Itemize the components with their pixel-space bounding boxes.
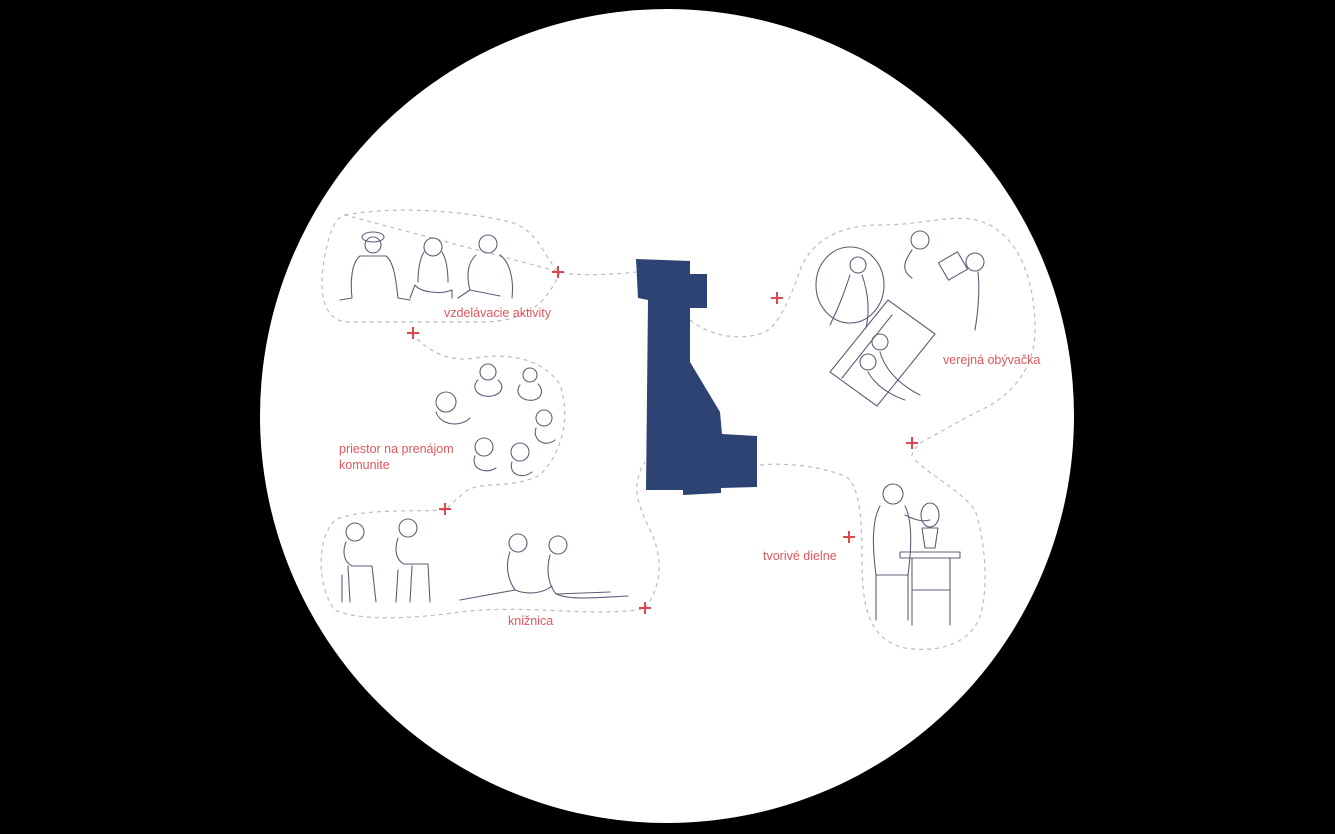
- zone-label-workshops: tvorivé dielne: [763, 549, 837, 563]
- plus-icon: [439, 503, 451, 515]
- zone-boundaries: [320, 209, 1036, 650]
- zone-boundary-living-room: [689, 217, 1036, 461]
- plus-icon: [552, 266, 564, 278]
- plus-markers: [407, 266, 918, 614]
- plus-icon: [906, 437, 918, 449]
- plus-icon: [407, 327, 419, 339]
- zone-label-library: knižnica: [508, 614, 554, 628]
- zone-label-rental-line1: priestor na prenájom: [339, 442, 454, 456]
- zone-boundary-library: [320, 461, 660, 619]
- plus-icon: [771, 292, 783, 304]
- zone-boundary-educational: [321, 209, 637, 323]
- building-footprint: [636, 259, 757, 495]
- people-sketch-living-room: [815, 230, 985, 407]
- people-sketch-educational: [339, 231, 514, 301]
- zone-label-living-room: verejná obývačka: [943, 353, 1041, 367]
- plus-icon: [843, 531, 855, 543]
- people-sketch-workshops: [872, 483, 961, 626]
- zone-boundary-rental: [411, 332, 566, 511]
- people-sketch-rental: [435, 363, 556, 477]
- zone-label-educational: vzdelávacie aktivity: [444, 306, 551, 320]
- zone-label-rental: priestor na prenájom komunite: [339, 441, 454, 473]
- plus-icon: [639, 602, 651, 614]
- zone-label-rental-line2: komunite: [339, 458, 390, 472]
- zone-boundary-workshops: [759, 459, 986, 650]
- people-sketch-library: [341, 518, 629, 603]
